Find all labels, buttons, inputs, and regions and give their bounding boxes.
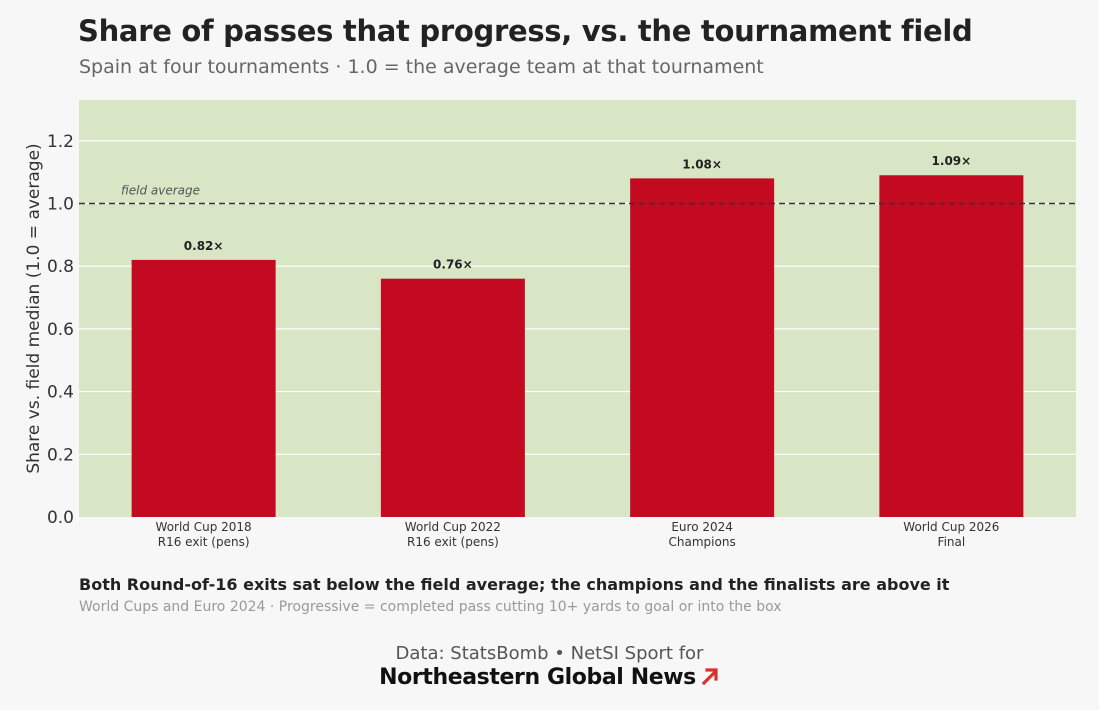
y-tick-label: 0.4 bbox=[47, 383, 74, 403]
bar-value-label: 1.08× bbox=[682, 157, 722, 171]
chart-subtitle: Spain at four tournaments · 1.0 = the av… bbox=[79, 56, 764, 78]
y-tick-label: 0.0 bbox=[47, 508, 74, 528]
y-tick-label: 1.0 bbox=[47, 194, 74, 214]
x-tick-label: World Cup 2022 bbox=[405, 520, 501, 534]
y-tick-label: 1.2 bbox=[47, 132, 74, 152]
y-tick-label: 0.2 bbox=[47, 445, 74, 465]
y-tick-label: 0.8 bbox=[47, 257, 74, 277]
x-tick-sublabel: Champions bbox=[669, 535, 736, 549]
bar-value-label: 1.09× bbox=[932, 154, 972, 168]
y-tick-label: 0.6 bbox=[47, 320, 74, 340]
x-tick-label: World Cup 2018 bbox=[156, 520, 252, 534]
bar-value-label: 0.76× bbox=[433, 258, 473, 272]
bar bbox=[879, 175, 1024, 518]
x-tick-sublabel: R16 exit (pens) bbox=[407, 535, 499, 549]
x-tick-label: World Cup 2026 bbox=[903, 520, 999, 534]
x-tick-sublabel: R16 exit (pens) bbox=[158, 535, 250, 549]
bar-value-label: 0.82× bbox=[184, 239, 224, 253]
chart-takeaway: Both Round-of-16 exits sat below the fie… bbox=[79, 575, 950, 594]
field-average-label: field average bbox=[121, 183, 200, 197]
brand-name: Northeastern Global News bbox=[379, 665, 696, 690]
x-tick-sublabel: Final bbox=[938, 535, 966, 549]
data-credit: Data: StatsBomb • NetSI Sport for bbox=[395, 643, 704, 664]
arrow-up-right-icon bbox=[701, 668, 718, 686]
brand-logo: Northeastern Global News bbox=[0, 665, 1099, 690]
bar bbox=[131, 259, 276, 517]
x-tick-label: Euro 2024 bbox=[671, 520, 733, 534]
chart-title: Share of passes that progress, vs. the t… bbox=[78, 14, 973, 48]
bar bbox=[380, 278, 525, 517]
y-axis-title: Share vs. field median (1.0 = average) bbox=[24, 143, 44, 473]
chart-footnote: World Cups and Euro 2024 · Progressive =… bbox=[79, 599, 782, 615]
bar bbox=[630, 178, 775, 517]
